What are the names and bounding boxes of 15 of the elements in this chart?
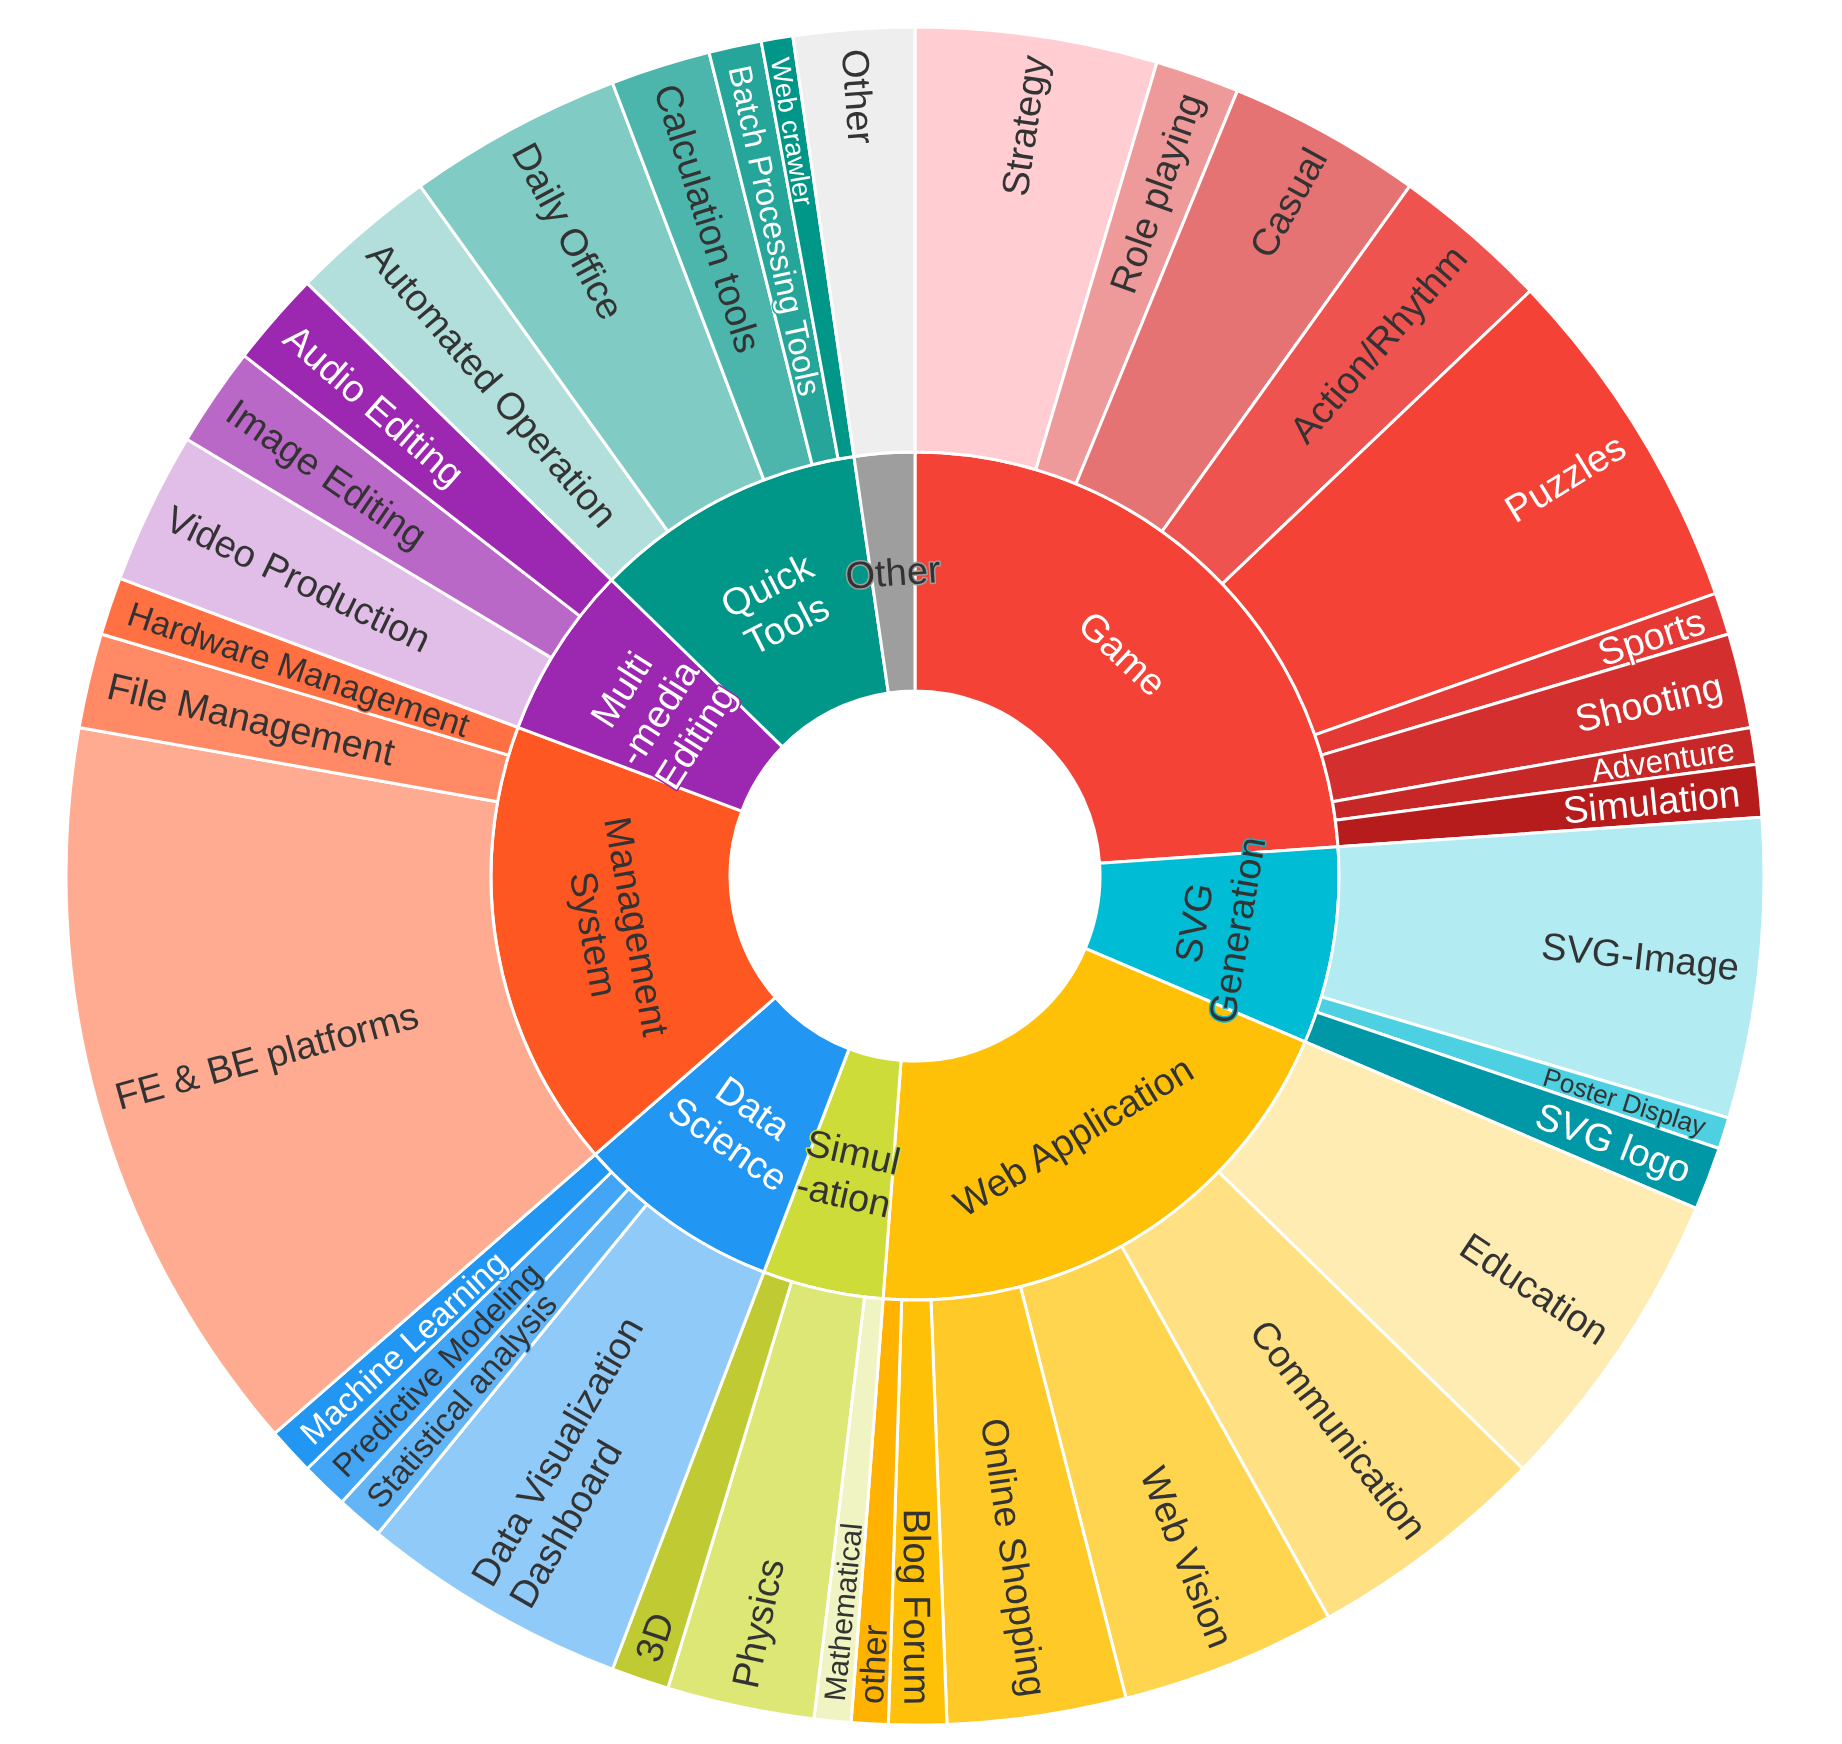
slice-label: 3D [626, 1607, 683, 1668]
slice-label: Other [844, 548, 943, 597]
slice-label: Physics [724, 1554, 793, 1692]
slice-label: SVG Generation [1166, 833, 1274, 1027]
slice-label: Quick Tools [714, 544, 836, 664]
slice-label: Other [833, 47, 883, 146]
slice-label: Blog Forum [895, 1508, 939, 1706]
slice-label: Management System [561, 813, 678, 1040]
slice-label: Daily Office [503, 136, 633, 327]
slice-label: Web Vision [1132, 1460, 1242, 1654]
slice-label: Online Shopping [972, 1415, 1055, 1700]
slice-label: SVG-Image [1539, 924, 1742, 989]
slice-label: Simul -ation [792, 1121, 905, 1226]
slice-label: Role playing [1101, 87, 1211, 299]
slice-label: Strategy [993, 52, 1056, 199]
